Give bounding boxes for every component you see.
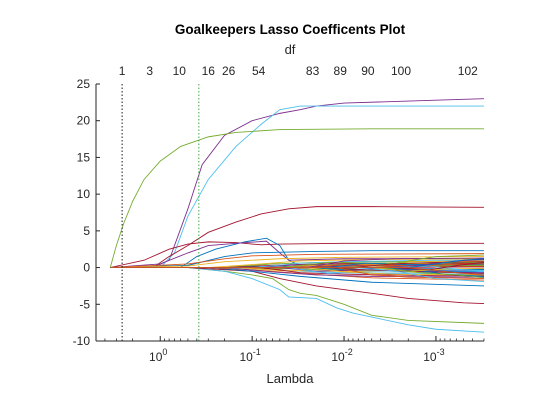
plot-area: -10 -5 0 5 10 15 20 25 100 10-1 10-2 10-3 1 3 10 16 26… — [73, 64, 485, 364]
chart-title: Goalkeepers Lasso Coefficents Plot — [175, 22, 406, 37]
df-label: 26 — [222, 64, 236, 78]
coefficient-path-9 — [110, 267, 485, 333]
df-label: 102 — [458, 64, 478, 78]
coefficient-path-11 — [110, 250, 484, 269]
coefficient-path-7 — [110, 240, 484, 269]
coefficient-path-10 — [110, 267, 485, 304]
df-label: 89 — [334, 64, 348, 78]
df-labels: 1 3 10 16 26 54 83 89 90 100 102 — [119, 64, 478, 78]
coefficient-path-13 — [110, 256, 485, 269]
coefficient-path-4 — [110, 206, 485, 269]
y-tick-label: 20 — [77, 114, 91, 128]
coefficient-path-5 — [110, 241, 484, 269]
df-label: 10 — [173, 64, 187, 78]
df-label: 83 — [306, 64, 320, 78]
df-label: 54 — [252, 64, 266, 78]
df-label: 90 — [361, 64, 375, 78]
coefficient-path-12 — [110, 253, 485, 269]
df-label: 16 — [202, 64, 216, 78]
coefficient-path-3 — [109, 128, 484, 268]
y-tick-label: 5 — [83, 224, 90, 238]
x-tick-label: 10-3 — [423, 347, 444, 364]
y-tick-label: 10 — [77, 187, 91, 201]
x-tick-label: 10-1 — [239, 347, 260, 364]
axes-background — [96, 84, 484, 341]
reference-lines — [121, 84, 200, 341]
df-label: 3 — [146, 64, 153, 78]
coefficient-paths — [109, 98, 485, 333]
y-tick-label: 15 — [77, 150, 91, 164]
x-tick-label: 100 — [149, 347, 167, 364]
x-axis-ticks: 100 10-1 10-2 10-3 — [95, 336, 485, 364]
coefficient-path-57 — [110, 267, 485, 276]
df-label: 100 — [391, 64, 411, 78]
y-tick-label: -10 — [73, 334, 91, 348]
coefficient-path-2 — [110, 105, 484, 269]
x-tick-label: 10-2 — [331, 347, 352, 364]
df-label: 1 — [119, 64, 126, 78]
y-tick-label: 25 — [77, 77, 91, 91]
y-axis-ticks: -10 -5 0 5 10 15 20 25 — [73, 77, 100, 348]
x-axis-label: Lambda — [267, 371, 315, 386]
y-tick-label: 0 — [83, 261, 90, 275]
y-tick-label: -5 — [79, 297, 90, 311]
top-axis-label: df — [285, 42, 296, 57]
